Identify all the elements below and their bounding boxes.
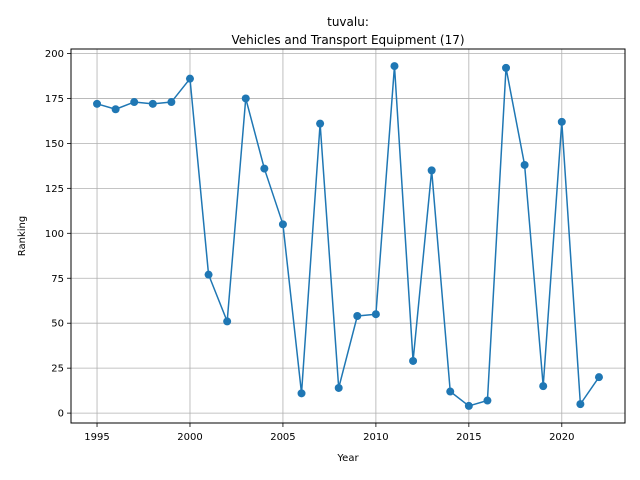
y-tick-label: 50 (51, 319, 64, 330)
y-tick-label: 0 (58, 409, 64, 420)
chart-title-line1: tuvalu: (327, 15, 369, 29)
data-point (427, 166, 436, 175)
data-point (409, 356, 418, 365)
data-point (297, 389, 306, 398)
data-point (223, 317, 232, 326)
series-line (96, 65, 600, 407)
x-axis-label: Year (336, 453, 359, 464)
data-point (241, 94, 250, 103)
x-tick-label: 2005 (270, 432, 295, 443)
data-point (93, 99, 102, 108)
data-point (594, 373, 603, 382)
data-point (316, 119, 325, 128)
data-point (576, 400, 585, 409)
x-tick-label: 2020 (549, 432, 574, 443)
data-point (464, 401, 473, 410)
y-tick-label: 25 (51, 364, 64, 375)
data-point (111, 105, 120, 114)
data-point (278, 220, 287, 229)
x-tick-label: 2010 (363, 432, 388, 443)
data-point (390, 62, 399, 71)
axis-ticks: 1995 2000 2005 2010 2015 2020 0 25 50 75 100 125 150… (45, 49, 575, 443)
data-series (93, 62, 603, 410)
grid-lines (71, 49, 625, 423)
data-point (167, 98, 176, 107)
data-point (557, 117, 566, 126)
data-point (260, 164, 269, 173)
data-point (371, 310, 380, 319)
data-point (502, 63, 511, 72)
data-point (520, 160, 529, 169)
data-point (148, 99, 157, 108)
x-tick-label: 1995 (84, 432, 109, 443)
data-point (130, 98, 139, 107)
y-axis-label: Ranking (17, 216, 28, 256)
y-tick-label: 200 (45, 49, 64, 60)
data-point (446, 387, 455, 396)
y-tick-label: 125 (45, 184, 64, 195)
data-point (204, 270, 213, 279)
data-point (353, 312, 362, 321)
data-point (185, 74, 194, 83)
x-tick-label: 2000 (177, 432, 202, 443)
x-tick-label: 2015 (456, 432, 481, 443)
data-point (539, 382, 548, 391)
y-tick-label: 100 (45, 229, 64, 240)
data-point (483, 396, 492, 405)
y-tick-label: 175 (45, 94, 64, 105)
chart-title-line2: Vehicles and Transport Equipment (17) (231, 33, 464, 47)
y-tick-label: 75 (51, 274, 64, 285)
plot-frame (70, 48, 626, 424)
y-tick-label: 150 (45, 139, 64, 150)
data-point (334, 383, 343, 392)
